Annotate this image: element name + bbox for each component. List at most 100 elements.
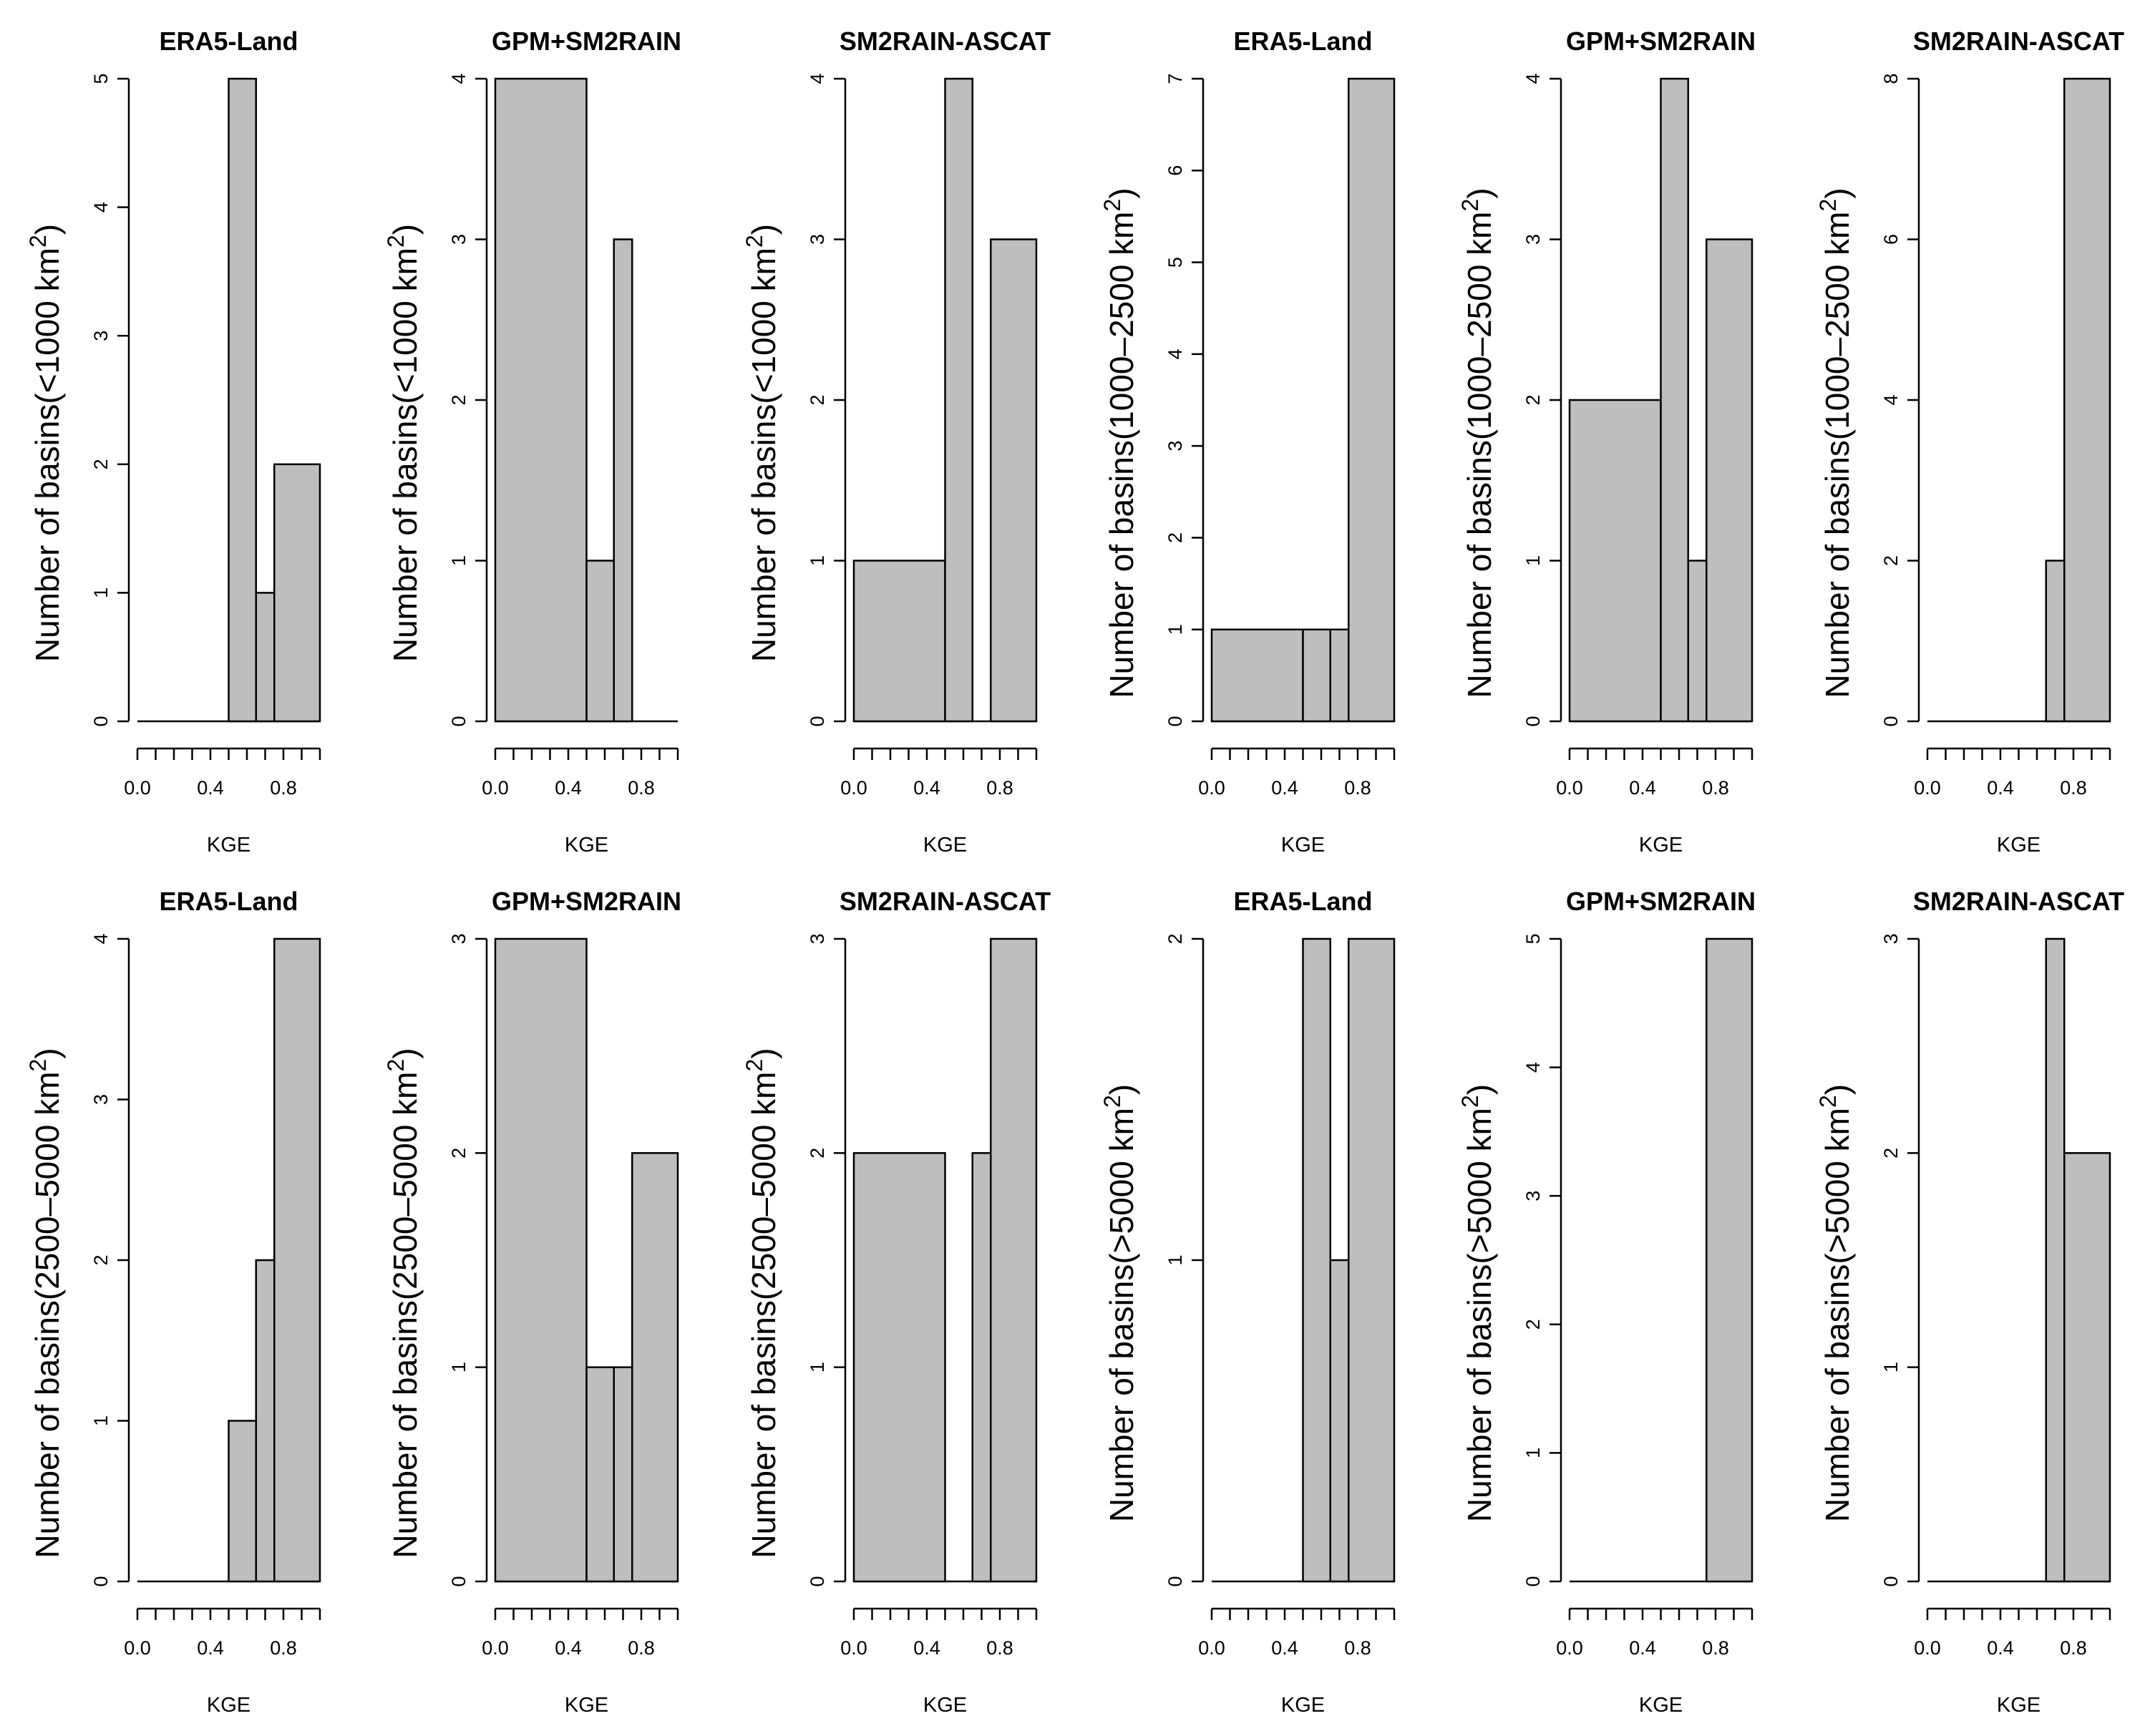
y-axis-label-text: Number of basins(1000–2500 km bbox=[1461, 211, 1498, 698]
y-axis-label-close: ) bbox=[386, 1048, 424, 1058]
panel-title: GPM+SM2RAIN bbox=[492, 26, 681, 56]
panel-title: ERA5-Land bbox=[1233, 887, 1372, 916]
histogram-bar bbox=[228, 77, 257, 723]
histogram-bar bbox=[273, 463, 321, 723]
y-tick-label: 4 bbox=[1522, 73, 1544, 84]
x-tick-label: 0.0 bbox=[482, 777, 509, 799]
y-tick-label: 0 bbox=[448, 1576, 470, 1586]
y-tick-label: 3 bbox=[90, 1094, 112, 1105]
y-tick-label: 2 bbox=[448, 394, 470, 405]
histogram-bar bbox=[1210, 628, 1304, 723]
panel-4: ERA5-Land 0 1 2 3 4 5 6 7 Number of basins(1000–2… bbox=[1099, 26, 1396, 857]
y-tick-label: 2 bbox=[1164, 532, 1186, 543]
histogram-bar bbox=[1348, 77, 1396, 723]
y-axis-label: Number of basins(2500–5000 km2) bbox=[741, 1048, 782, 1558]
y-axis-label-superscript: 2 bbox=[383, 235, 409, 248]
histogram-bar bbox=[1568, 399, 1662, 723]
y-axis-label-text: Number of basins(>5000 km bbox=[1461, 1108, 1498, 1522]
histogram-bar bbox=[585, 1366, 615, 1583]
panel-title: ERA5-Land bbox=[159, 887, 298, 916]
histogram-bar bbox=[1302, 628, 1331, 723]
y-tick-label: 0 bbox=[448, 716, 470, 726]
histogram-bar bbox=[971, 1152, 992, 1583]
y-axis-label-close: ) bbox=[1819, 1084, 1856, 1095]
y-tick-label: 4 bbox=[1522, 1062, 1544, 1073]
x-axis-label: KGE bbox=[207, 1694, 250, 1717]
histogram-bar bbox=[1348, 937, 1396, 1583]
histogram-bar bbox=[228, 1420, 257, 1583]
y-tick-label: 3 bbox=[1164, 441, 1186, 452]
y-tick-label: 0 bbox=[1522, 1576, 1544, 1586]
x-tick-label: 0.8 bbox=[628, 1637, 655, 1659]
x-tick-label: 0.0 bbox=[1556, 777, 1583, 799]
histogram-bar bbox=[1660, 77, 1689, 723]
histogram-bar bbox=[852, 560, 946, 723]
x-tick-label: 0.0 bbox=[1914, 777, 1941, 799]
panel-title: SM2RAIN-ASCAT bbox=[1913, 887, 2124, 916]
histogram-bar bbox=[585, 560, 615, 723]
x-tick-label: 0.0 bbox=[482, 1637, 509, 1659]
x-tick-label: 0.4 bbox=[197, 1637, 224, 1659]
y-axis-label-close: ) bbox=[1103, 1084, 1140, 1095]
y-tick-label: 4 bbox=[1880, 394, 1902, 405]
histogram-bar bbox=[990, 937, 1038, 1583]
y-axis-label-superscript: 2 bbox=[25, 235, 51, 248]
histogram-bar bbox=[255, 592, 276, 723]
panel-title: GPM+SM2RAIN bbox=[1566, 26, 1756, 56]
y-tick-label: 2 bbox=[807, 394, 828, 405]
histogram-bar bbox=[255, 1259, 276, 1583]
y-tick-label: 4 bbox=[807, 73, 828, 84]
y-tick-label: 3 bbox=[807, 933, 828, 944]
x-tick-label: 0.4 bbox=[1987, 1637, 2014, 1659]
y-axis-label: Number of basins(2500–5000 km2) bbox=[383, 1048, 424, 1558]
y-axis-label-close: ) bbox=[1461, 187, 1498, 198]
x-tick-label: 0.4 bbox=[1271, 777, 1298, 799]
y-axis-label: Number of basins(1000–2500 km2) bbox=[1457, 187, 1498, 698]
y-axis-label-text: Number of basins(1000–2500 km bbox=[1103, 211, 1140, 698]
panel-title: SM2RAIN-ASCAT bbox=[840, 26, 1051, 56]
panel-9: SM2RAIN-ASCAT 0 1 2 3 Number of basins(2500–5… bbox=[741, 887, 1051, 1717]
panel-11: GPM+SM2RAIN 0 1 2 3 4 5 Number of basins(>5000 … bbox=[1457, 887, 1756, 1717]
y-tick-label: 7 bbox=[1164, 73, 1186, 84]
y-tick-label: 1 bbox=[1880, 1362, 1902, 1372]
y-tick-label: 3 bbox=[1522, 234, 1544, 245]
y-axis-label-text: Number of basins(2500–5000 km bbox=[386, 1071, 424, 1558]
y-axis-label-close: ) bbox=[1819, 187, 1856, 198]
y-axis-label-text: Number of basins(>5000 km bbox=[1819, 1108, 1856, 1522]
y-axis-label-superscript: 2 bbox=[1815, 1095, 1841, 1108]
panel-8: GPM+SM2RAIN 0 1 2 3 Number of basins(2500–500… bbox=[383, 887, 681, 1717]
y-axis-label-superscript: 2 bbox=[741, 235, 767, 248]
y-tick-label: 5 bbox=[1522, 933, 1544, 944]
panel-7: ERA5-Land 0 1 2 3 4 Number of basins(2500–5000… bbox=[25, 887, 321, 1717]
x-tick-label: 0.8 bbox=[986, 777, 1013, 799]
y-tick-label: 0 bbox=[90, 716, 112, 726]
y-axis-label-close: ) bbox=[1461, 1084, 1498, 1095]
y-tick-label: 3 bbox=[90, 331, 112, 341]
y-tick-label: 1 bbox=[1522, 1448, 1544, 1458]
y-axis-label-superscript: 2 bbox=[1457, 199, 1483, 212]
x-tick-label: 0.0 bbox=[124, 1637, 151, 1659]
y-tick-label: 6 bbox=[1880, 234, 1902, 245]
x-tick-label: 0.4 bbox=[555, 777, 582, 799]
y-axis-label: Number of basins(1000–2500 km2) bbox=[1099, 187, 1140, 698]
x-tick-label: 0.4 bbox=[1987, 777, 2014, 799]
y-tick-label: 0 bbox=[90, 1576, 112, 1586]
histogram-bar bbox=[2045, 560, 2066, 723]
y-axis-label-superscript: 2 bbox=[1815, 199, 1841, 212]
x-tick-label: 0.0 bbox=[1914, 1637, 1941, 1659]
y-axis-label: Number of basins(<1000 km2) bbox=[383, 224, 424, 662]
x-axis-label: KGE bbox=[1639, 834, 1683, 857]
histogram-bar bbox=[631, 1152, 679, 1583]
histogram-bar bbox=[1706, 238, 1753, 723]
y-axis-label-superscript: 2 bbox=[383, 1059, 409, 1072]
y-tick-label: 4 bbox=[90, 933, 112, 944]
panel-title: SM2RAIN-ASCAT bbox=[840, 887, 1051, 916]
x-tick-label: 0.8 bbox=[2060, 1637, 2087, 1659]
panel-3: SM2RAIN-ASCAT 0 1 2 3 4 Number of basins(<1000… bbox=[741, 26, 1051, 857]
x-tick-label: 0.8 bbox=[270, 1637, 297, 1659]
y-axis-label-text: Number of basins(<1000 km bbox=[29, 248, 66, 662]
y-tick-label: 4 bbox=[1164, 348, 1186, 359]
x-tick-label: 0.4 bbox=[913, 777, 940, 799]
panel-title: SM2RAIN-ASCAT bbox=[1913, 26, 2124, 56]
